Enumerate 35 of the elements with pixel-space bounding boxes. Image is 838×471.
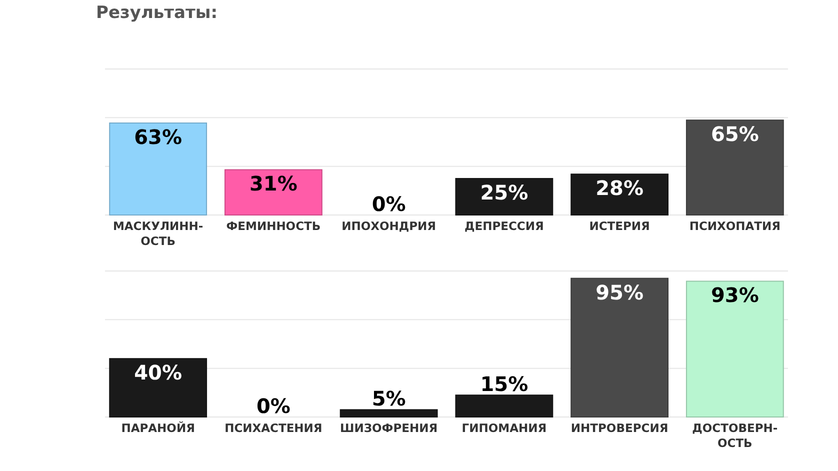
data-label: 15% [480,372,528,396]
data-label: 0% [372,192,406,216]
chart-title: Результаты: [96,3,218,23]
bar [340,409,438,418]
bar [686,120,784,216]
x-tick-label: ФЕМИННОСТЬ [226,219,321,233]
bar [570,278,669,418]
x-tick-label: ДЕПРЕССИЯ [464,219,544,233]
data-label: 5% [372,386,406,411]
data-label: 40% [134,360,182,385]
x-tick-label: ГИПОМАНИЯ [462,421,547,435]
x-tick-label: ИПОХОНДРИЯ [342,219,436,233]
bar [686,280,784,418]
bar [109,122,208,216]
x-tick-label: ПСИХАСТЕНИЯ [224,421,322,435]
data-label: 0% [256,394,290,418]
bar [224,169,322,216]
data-label: 65% [710,122,759,146]
bar [455,178,554,216]
x-tick-label: ПАРАНОЙЯ [121,421,195,435]
x-tick-label: ШИЗОФРЕНИЯ [340,421,438,435]
data-label: 63% [134,125,182,150]
x-tick-label: ИСТЕРИЯ [589,219,650,233]
x-tick-label: ПСИХОПАТИЯ [689,219,781,233]
data-label: 28% [596,176,644,200]
x-tick-label: ДОСТОВЕРН-ОСТЬ [692,421,778,450]
bar [109,358,208,418]
data-label: 95% [596,280,644,304]
x-tick-label: ИНТРОВЕРСИЯ [570,421,668,435]
x-tick-label: МАСКУЛИНН-ОСТЬ [112,219,204,248]
data-label: 93% [710,283,759,308]
data-label: 31% [250,172,298,196]
data-label: 25% [480,180,528,204]
bar [455,394,554,418]
bar [570,174,669,216]
